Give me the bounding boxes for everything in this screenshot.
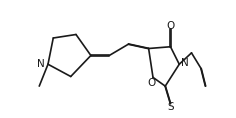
Text: O: O [147,78,156,88]
Text: N: N [181,58,189,68]
Text: N: N [37,59,45,69]
Text: S: S [167,102,174,112]
Text: O: O [166,21,175,31]
